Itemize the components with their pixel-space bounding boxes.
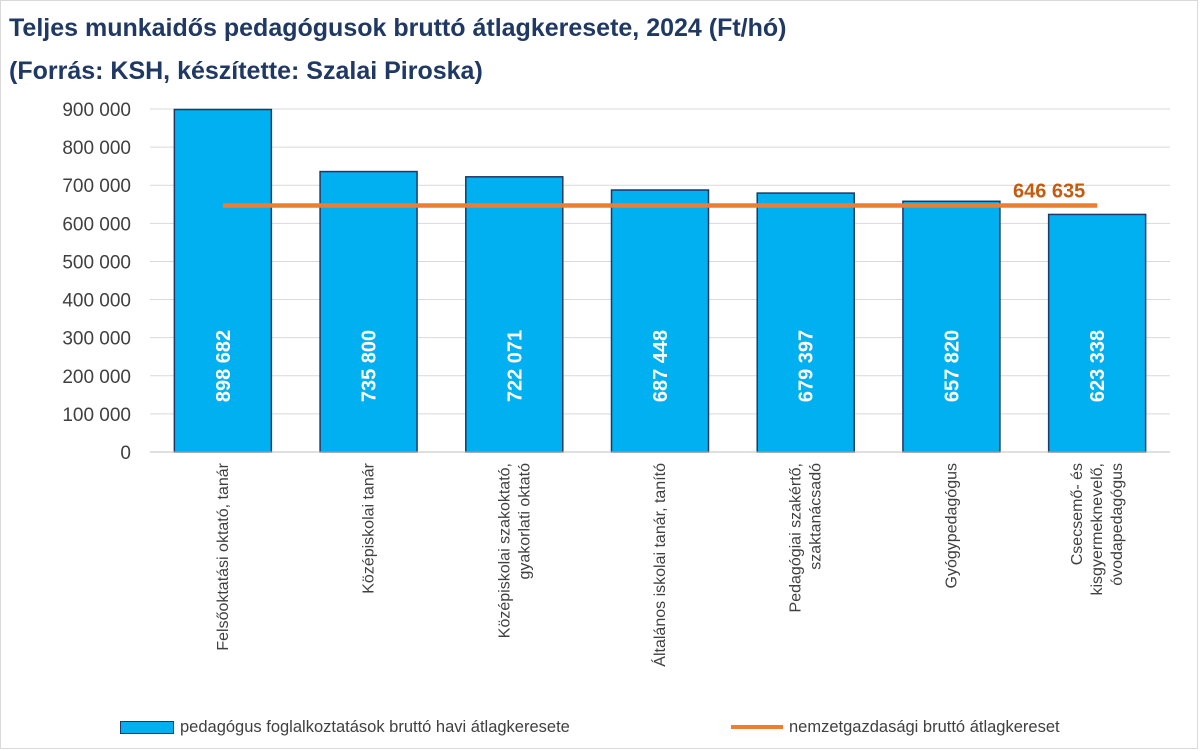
x-category-label: Pedagógiai szakértő, szaktanácsadó <box>788 463 825 613</box>
y-tick-label: 100 000 <box>62 405 131 426</box>
bar-data-label: 679 397 <box>796 330 818 402</box>
bar <box>465 176 564 453</box>
x-category-label: Középiskolai szakoktató, gyakorlati oktat… <box>496 463 533 638</box>
x-category-label-line: Gyógypedagógus <box>943 463 960 588</box>
average-line-label: 646 635 <box>1013 181 1085 203</box>
legend-line-swatch <box>731 725 783 729</box>
bar <box>1047 213 1147 453</box>
y-tick-label: 500 000 <box>62 252 131 273</box>
x-category-label: Felsőoktatási oktató, tanár <box>215 462 232 650</box>
y-tick-label: 800 000 <box>62 138 131 159</box>
legend-line-label: nemzetgazdasági bruttó átlagkereset <box>789 717 1060 736</box>
x-category-label-line: Középiskolai szakoktató, <box>496 463 513 638</box>
x-category-label-line: szaktanácsadó <box>808 463 825 570</box>
x-category-label-line: óvodapedagógus <box>1109 463 1126 586</box>
legend-item-bars: pedagógus foglalkoztatások bruttó havi á… <box>120 716 570 738</box>
x-category-label: Csecsemő- és kisgyermeknevelő, óvodapedagó… <box>1069 463 1126 596</box>
bar-data-label: 722 071 <box>504 330 526 402</box>
x-category-label-line: Csecsemő- és <box>1069 463 1086 565</box>
x-category-label-line: Általános iskolai tanár, tanító <box>650 463 669 667</box>
y-tick-label: 900 000 <box>62 100 131 121</box>
y-tick-label: 200 000 <box>62 367 131 388</box>
bar <box>756 192 855 453</box>
y-tick-label: 400 000 <box>62 291 131 312</box>
bar <box>902 200 1001 453</box>
chart-subtitle: (Forrás: KSH, készítette: Szalai Piroska… <box>9 57 483 85</box>
bar-data-label: 735 800 <box>359 330 381 402</box>
y-tick-label: 600 000 <box>62 214 131 235</box>
x-category-label-line: Pedagógiai szakértő, <box>788 463 805 612</box>
x-category-label-line: Felsőoktatási oktató, tanár <box>215 462 232 650</box>
bar <box>319 170 418 453</box>
x-category-label: Általános iskolai tanár, tanító <box>650 463 669 667</box>
legend-bar-label: pedagógus foglalkoztatások bruttó havi á… <box>180 717 570 736</box>
x-category-label-line: gyakorlati oktató <box>516 463 533 580</box>
y-tick-label: 300 000 <box>62 329 131 350</box>
bar <box>173 108 273 453</box>
bar-data-label: 898 682 <box>213 330 235 402</box>
y-tick-label: 700 000 <box>62 176 131 197</box>
bar <box>610 189 710 453</box>
x-category-label: Középiskolai tanár <box>361 462 378 593</box>
bar-data-label: 687 448 <box>650 330 672 402</box>
bar-data-label: 623 338 <box>1087 330 1109 402</box>
legend-bar-swatch <box>120 720 174 734</box>
bar-data-label: 657 820 <box>941 330 963 402</box>
x-category-label: Gyógypedagógus <box>943 463 960 588</box>
x-category-label-line: kisgyermeknevelő, <box>1089 463 1106 596</box>
chart-title: Teljes munkaidős pedagógusok bruttó átla… <box>9 14 787 42</box>
x-category-label-line: Középiskolai tanár <box>361 462 378 593</box>
y-tick-label: 0 <box>120 443 131 464</box>
legend-item-line: nemzetgazdasági bruttó átlagkereset <box>731 716 1060 738</box>
